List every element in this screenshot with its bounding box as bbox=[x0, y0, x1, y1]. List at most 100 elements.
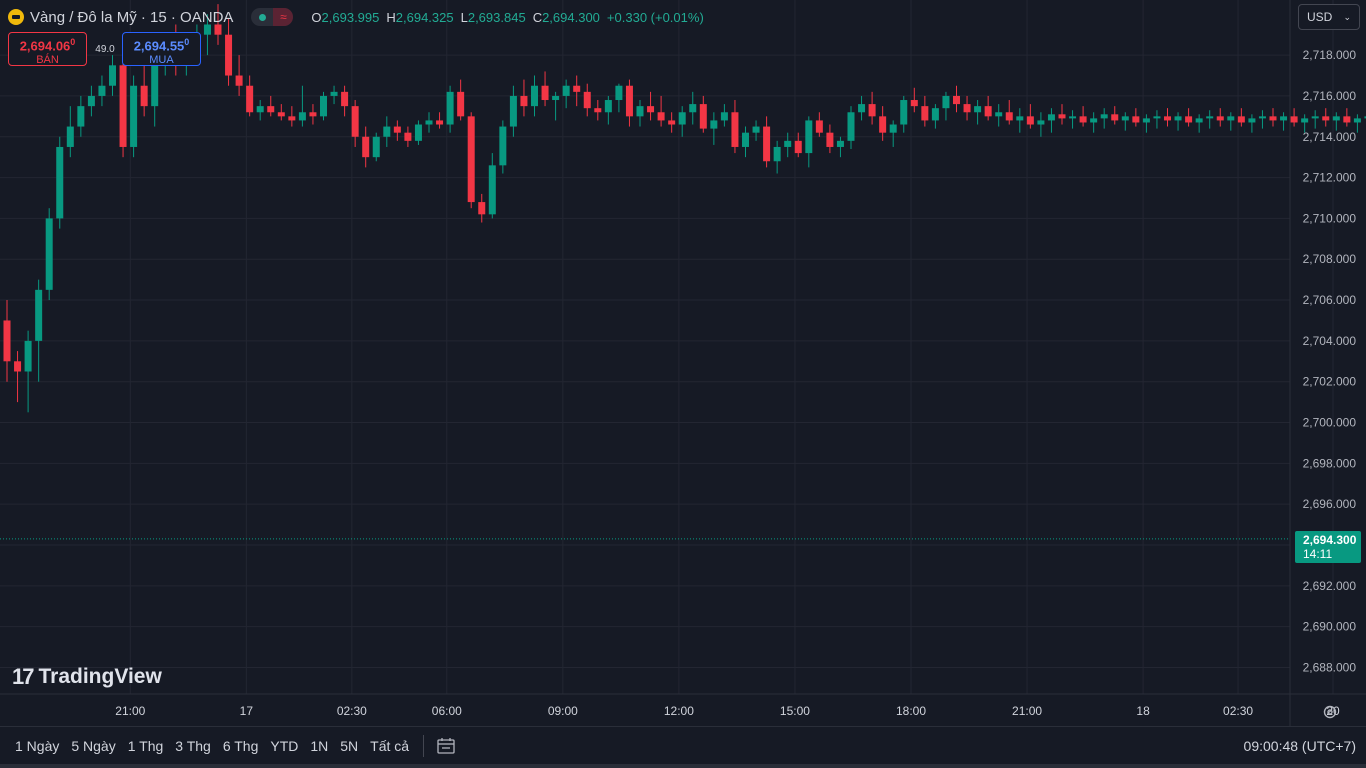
candle-body bbox=[404, 132, 412, 141]
candle-body bbox=[351, 106, 359, 137]
range-button[interactable]: 1 Thg bbox=[127, 737, 164, 754]
x-tick-label: 12:00 bbox=[664, 704, 694, 718]
candle-body bbox=[3, 320, 11, 362]
candle-body bbox=[1174, 116, 1182, 121]
range-button[interactable]: 1N bbox=[310, 737, 329, 754]
x-tick-label: 18:00 bbox=[896, 704, 926, 718]
price-chart[interactable]: 2,688.0002,690.0002,692.0002,694.0002,69… bbox=[0, 0, 1366, 726]
candle-body bbox=[953, 95, 960, 105]
chart-header: Vàng / Đô la Mỹ · 15 · OANDA ≈ O2,693.99… bbox=[8, 6, 704, 28]
y-tick-label: 2,708.000 bbox=[1303, 252, 1357, 266]
candle-body bbox=[541, 85, 549, 101]
bottom-toolbar: 1 Ngày 5 Ngày 1 Thg 3 Thg 6 Thg YTD 1N 5N Tất cả… bbox=[0, 726, 1366, 764]
candle-body bbox=[1311, 116, 1319, 119]
candle-body bbox=[520, 95, 528, 107]
ohlc-value: 2,694.325 bbox=[395, 9, 454, 25]
candle-body bbox=[77, 106, 85, 127]
candle-body bbox=[87, 95, 95, 107]
y-tick-label: 2,706.000 bbox=[1303, 293, 1357, 307]
date-range-button[interactable] bbox=[434, 734, 458, 758]
range-button[interactable]: 5 Ngày bbox=[71, 737, 116, 754]
chevron-down-icon: ⌄ bbox=[1343, 11, 1351, 22]
candle-body bbox=[235, 75, 243, 86]
buy-price: 2,694.550 bbox=[133, 37, 190, 54]
candle-body bbox=[1206, 116, 1214, 119]
candle-body bbox=[499, 126, 507, 166]
candle-body bbox=[1153, 116, 1161, 119]
sell-button[interactable]: 2,694.060 BÁN bbox=[8, 32, 87, 66]
candle-body bbox=[35, 289, 43, 341]
candle-body bbox=[24, 340, 32, 372]
candle-body bbox=[467, 116, 475, 203]
settings-button[interactable] bbox=[1320, 702, 1340, 722]
candle-body bbox=[1164, 116, 1171, 121]
last-price-label: 2,694.300 14:11 bbox=[1295, 531, 1361, 563]
candle-body bbox=[1142, 118, 1150, 123]
candle-body bbox=[615, 85, 623, 101]
y-tick-label: 2,712.000 bbox=[1303, 171, 1357, 185]
ohlc-key: H bbox=[386, 9, 396, 25]
range-button[interactable]: YTD bbox=[270, 737, 299, 754]
candle-body bbox=[773, 146, 781, 162]
candle-body bbox=[1016, 116, 1024, 121]
candle-body bbox=[531, 85, 538, 107]
candle-body bbox=[509, 95, 517, 127]
candle-body bbox=[889, 124, 897, 133]
market-open-icon bbox=[251, 8, 273, 26]
range-button[interactable]: 1 Ngày bbox=[15, 737, 60, 754]
gold-coin-icon[interactable] bbox=[8, 9, 24, 25]
candle-body bbox=[383, 126, 391, 137]
candle-body bbox=[710, 120, 718, 129]
candle-body bbox=[604, 100, 612, 113]
candle-body bbox=[731, 112, 739, 147]
tradingview-logo-text: TradingView bbox=[38, 665, 162, 688]
range-button[interactable]: Tất cả bbox=[370, 737, 410, 754]
candle-body bbox=[1227, 116, 1235, 121]
candle-body bbox=[1058, 114, 1066, 119]
range-button[interactable]: 3 Thg bbox=[175, 737, 211, 754]
candle-body bbox=[826, 132, 834, 147]
candle-body bbox=[288, 116, 296, 121]
y-tick-label: 2,702.000 bbox=[1303, 375, 1357, 389]
candle-body bbox=[1185, 116, 1193, 123]
candle-body bbox=[1005, 112, 1013, 121]
candle-body bbox=[1280, 116, 1288, 121]
ohlc-value: 2,693.845 bbox=[467, 9, 526, 25]
candle-body bbox=[414, 124, 422, 141]
candle-body bbox=[1353, 118, 1361, 123]
candle-body bbox=[963, 104, 971, 113]
candle-body bbox=[393, 126, 401, 133]
candle-body bbox=[478, 202, 486, 215]
candle-body bbox=[362, 136, 370, 158]
candle-body bbox=[1121, 116, 1129, 121]
candle-body bbox=[309, 112, 317, 117]
x-tick-label: 21:00 bbox=[1012, 704, 1042, 718]
candle-body bbox=[1132, 116, 1140, 123]
symbol-title[interactable]: Vàng / Đô la Mỹ · 15 · OANDA bbox=[30, 8, 234, 26]
candle-body bbox=[488, 165, 496, 215]
wave-icon: ≈ bbox=[273, 8, 294, 26]
buy-button[interactable]: 2,694.550 MUA bbox=[122, 32, 201, 66]
range-button[interactable]: 6 Thg bbox=[222, 737, 259, 754]
currency-select[interactable]: USD ⌄ bbox=[1298, 4, 1360, 30]
candle-body bbox=[1364, 116, 1366, 119]
candle-body bbox=[668, 120, 676, 125]
y-tick-label: 2,690.000 bbox=[1303, 620, 1357, 634]
candle-body bbox=[446, 91, 454, 125]
candle-body bbox=[752, 126, 760, 133]
y-tick-label: 2,716.000 bbox=[1303, 89, 1357, 103]
clock-timezone[interactable]: 09:00:48 (UTC+7) bbox=[1243, 738, 1356, 754]
candle-body bbox=[763, 126, 771, 162]
ohlc-key: L bbox=[460, 9, 468, 25]
range-button[interactable]: 5N bbox=[340, 737, 359, 754]
x-tick-label: 06:00 bbox=[432, 704, 462, 718]
candle-body bbox=[921, 106, 929, 121]
candle-body bbox=[45, 218, 53, 290]
market-status-pill[interactable]: ≈ bbox=[251, 8, 294, 26]
candle-body bbox=[784, 140, 792, 147]
candle-body bbox=[372, 136, 380, 158]
bottom-strip bbox=[0, 764, 1366, 768]
candle-body bbox=[594, 108, 602, 113]
candle-body bbox=[214, 24, 222, 35]
candle-body bbox=[815, 120, 823, 133]
